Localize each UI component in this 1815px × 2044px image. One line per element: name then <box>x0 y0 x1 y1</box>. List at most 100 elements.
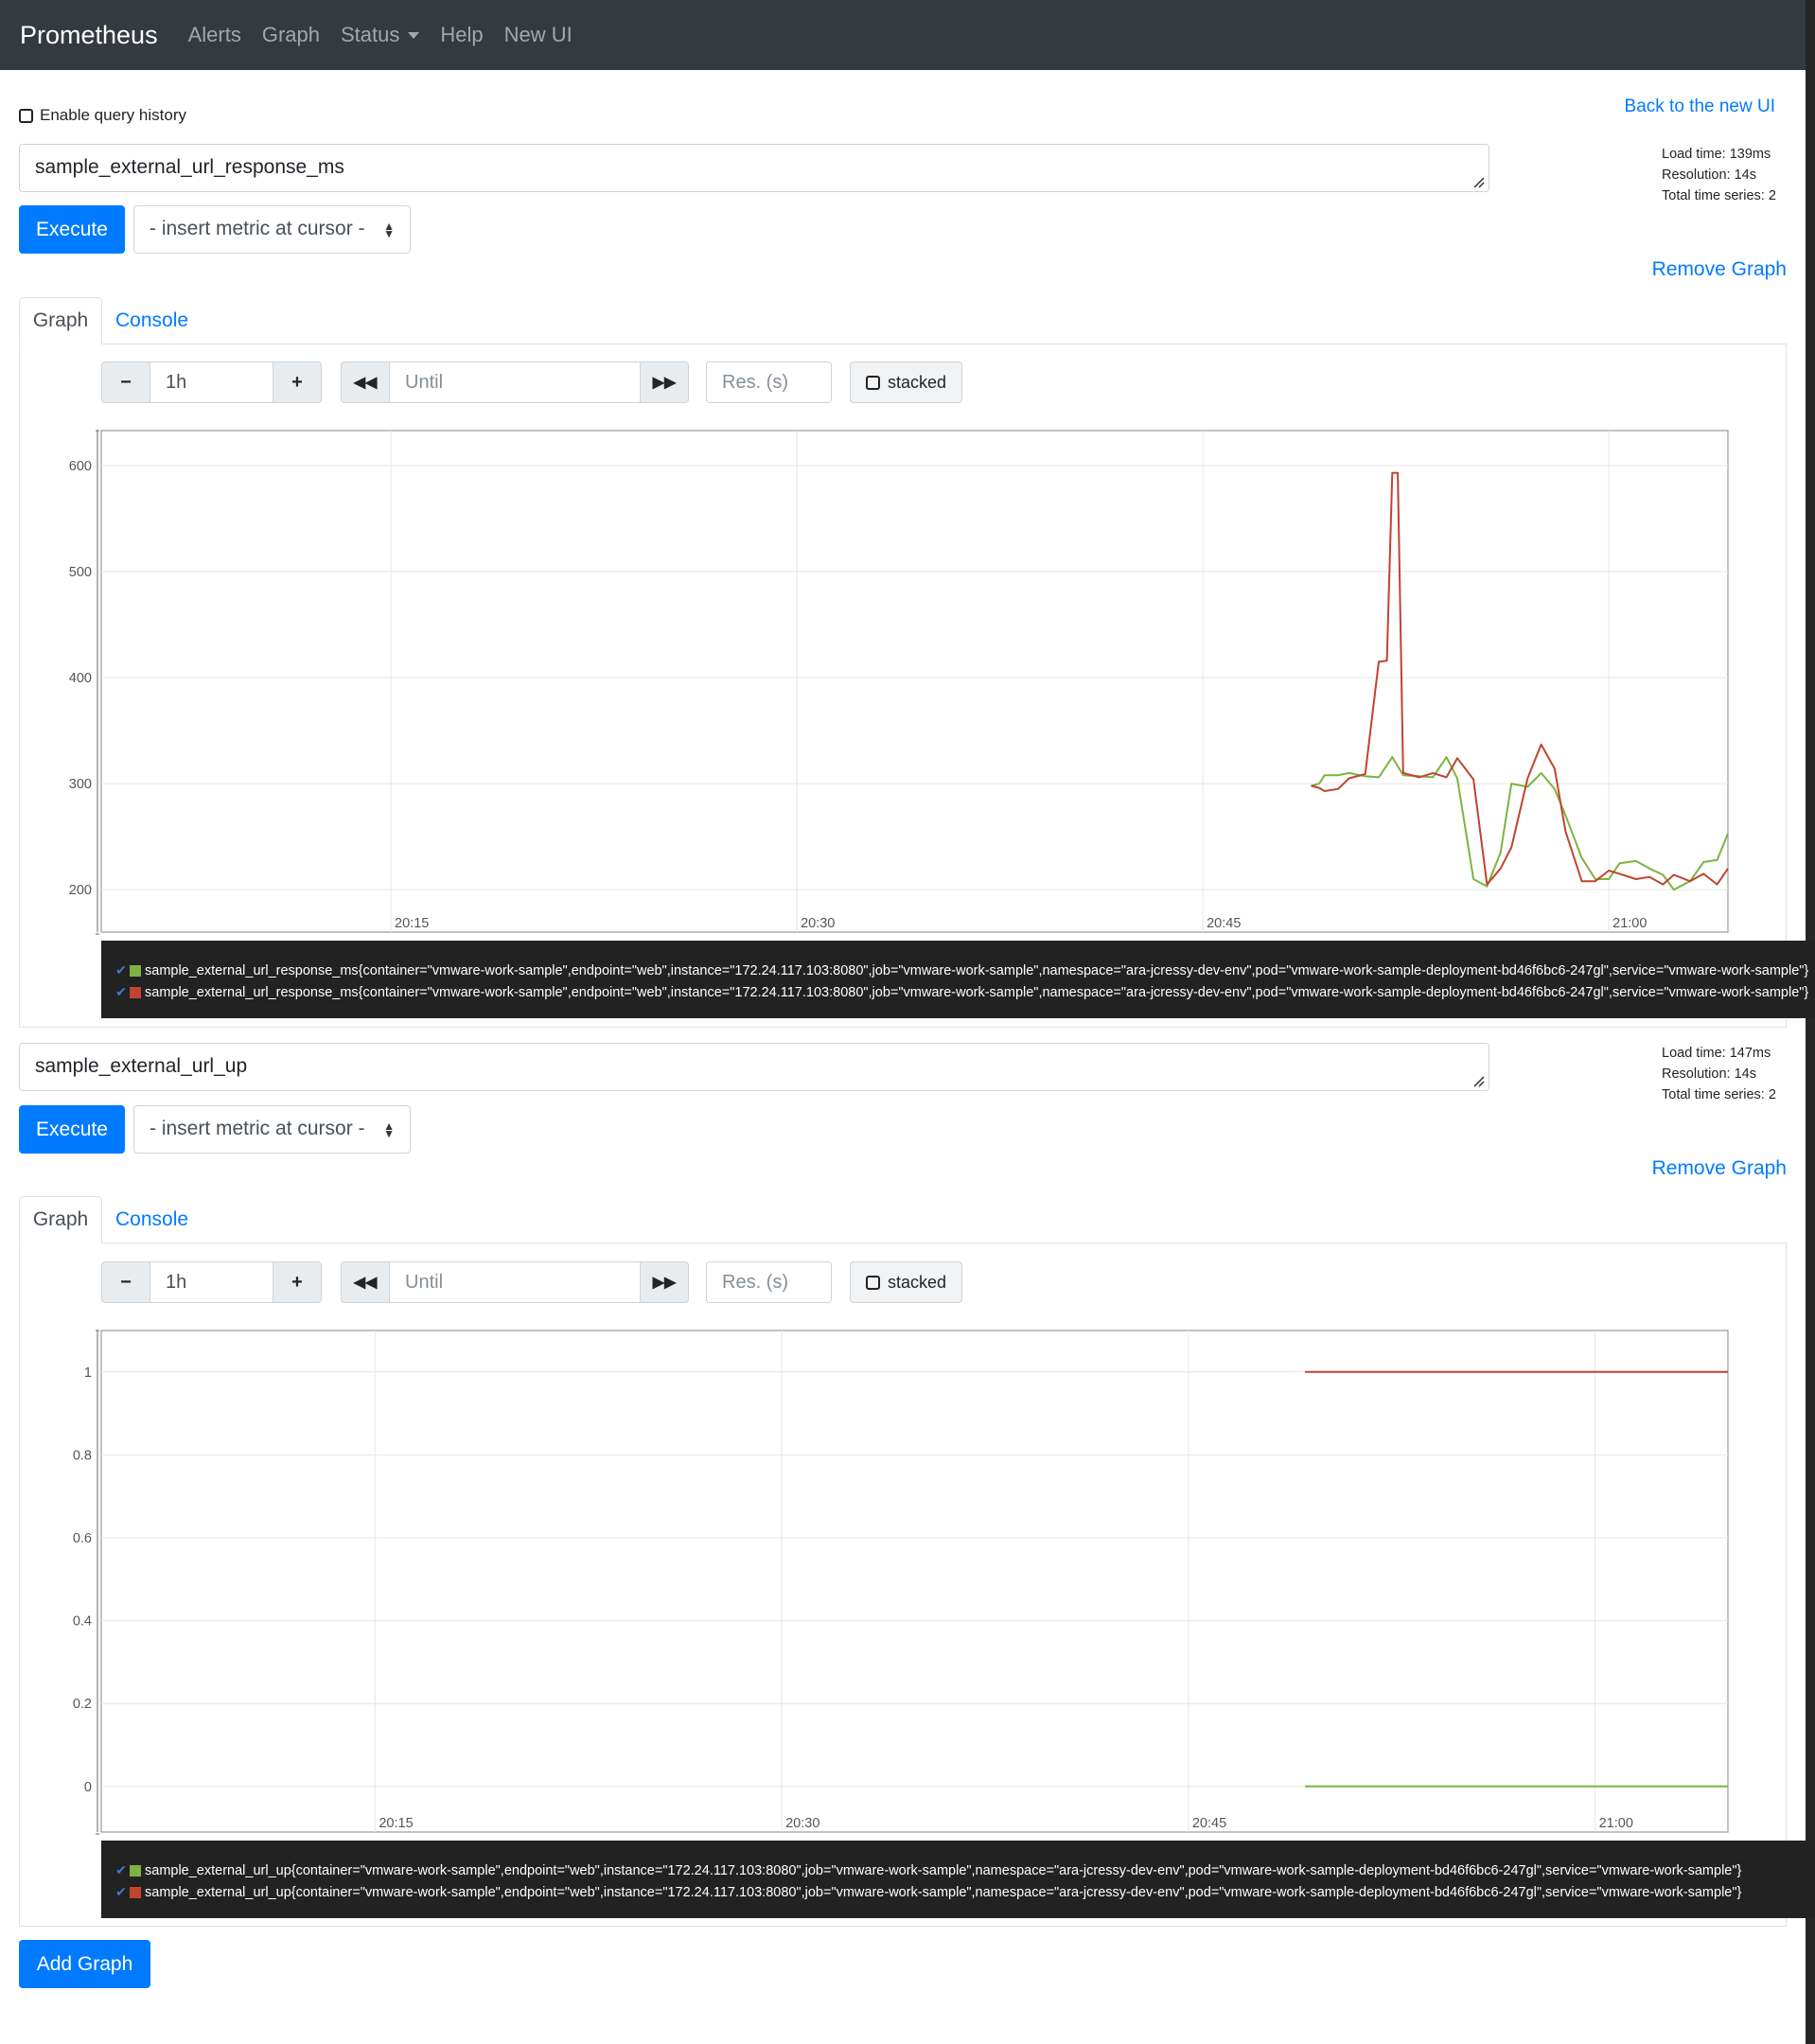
insert-metric-value: - insert metric at cursor - <box>150 1118 365 1139</box>
decrease-range-button[interactable]: − <box>101 361 150 403</box>
resolution: Resolution: 14s <box>1662 1066 1756 1082</box>
series-line-2 <box>1311 471 1729 886</box>
query-stats: Load time: 147ms Resolution: 14s Total t… <box>1662 1043 1776 1105</box>
increase-range-button[interactable]: + <box>273 361 322 403</box>
resize-handle-icon[interactable] <box>1472 176 1485 188</box>
minus-icon: − <box>120 1271 132 1293</box>
y-tick-label: 200 <box>69 883 92 898</box>
legend-item[interactable]: ✔ sample_external_url_response_ms{contain… <box>101 981 1815 1003</box>
stacked-label: stacked <box>888 1272 947 1292</box>
increase-range-button[interactable]: + <box>273 1261 322 1303</box>
load-time: Load time: 139ms <box>1662 147 1771 162</box>
execute-button[interactable]: Execute <box>19 205 125 254</box>
y-tick-label: 0.4 <box>73 1614 92 1630</box>
panel-tabs: Graph Console <box>19 1196 1787 1243</box>
chevron-down-icon <box>408 31 420 39</box>
checkmark-icon: ✔ <box>115 1884 127 1899</box>
y-tick-label: 0.2 <box>73 1697 92 1712</box>
nav-new-ui[interactable]: New UI <box>503 23 573 46</box>
until-input[interactable]: Until <box>389 1261 641 1303</box>
nav-help[interactable]: Help <box>440 23 484 46</box>
resize-handle-icon[interactable] <box>1472 1075 1485 1087</box>
y-tick-label: 400 <box>69 671 92 686</box>
panel-tabs: Graph Console <box>19 297 1787 344</box>
resolution-input[interactable]: Res. (s) <box>706 361 832 403</box>
query-history-toggle[interactable]: Enable query history <box>19 106 186 125</box>
stacked-label: stacked <box>888 372 947 392</box>
legend-item[interactable]: ✔ sample_external_url_response_ms{contain… <box>101 960 1815 981</box>
y-tick-label: 300 <box>69 777 92 792</box>
range-input[interactable]: 1h <box>150 361 273 403</box>
plot-area <box>100 430 1729 933</box>
tab-console[interactable]: Console <box>115 309 189 331</box>
window-scrollbar[interactable] <box>1806 0 1815 2044</box>
x-tick-label: 21:00 <box>1612 916 1647 931</box>
expression-value: sample_external_url_response_ms <box>35 156 344 178</box>
tab-console[interactable]: Console <box>115 1208 189 1230</box>
nav-status-label: Status <box>340 23 400 46</box>
range-input[interactable]: 1h <box>150 1261 273 1303</box>
time-forward-button[interactable]: ▶▶ <box>640 361 689 403</box>
legend-item[interactable]: ✔ sample_external_url_up{container="vmwar… <box>101 1859 1815 1881</box>
insert-metric-value: - insert metric at cursor - <box>150 218 365 239</box>
legend-label: sample_external_url_up{container="vmware… <box>145 1884 1742 1900</box>
graph-tab-body <box>19 344 1787 1028</box>
graph-legend: ✔ sample_external_url_up{container="vmwar… <box>101 1841 1815 1918</box>
plot-area <box>100 1330 1729 1833</box>
tab-graph[interactable]: Graph <box>19 1196 102 1243</box>
graph-legend: ✔ sample_external_url_response_ms{contain… <box>101 941 1815 1018</box>
url-up-chart[interactable]: 0 0.2 0.4 0.6 0.8 1 20:15 20:30 20:45 21:00 <box>0 1325 1815 1836</box>
nav-graph[interactable]: Graph <box>261 23 320 46</box>
fast-forward-icon: ▶▶ <box>652 375 677 391</box>
response-ms-chart[interactable]: 200 300 400 500 600 20:15 20:30 20:45 21:00 <box>0 426 1815 937</box>
stacked-checkbox[interactable] <box>866 375 880 390</box>
execute-button[interactable]: Execute <box>19 1105 125 1154</box>
stacked-toggle[interactable]: stacked <box>850 1261 962 1303</box>
until-input[interactable]: Until <box>389 361 641 403</box>
checkmark-icon: ✔ <box>115 984 127 999</box>
nav-status[interactable]: Status <box>340 23 420 47</box>
time-forward-button[interactable]: ▶▶ <box>640 1261 689 1303</box>
legend-label: sample_external_url_response_ms{containe… <box>145 962 1809 978</box>
x-tick-label: 20:45 <box>1207 916 1241 931</box>
minus-icon: − <box>120 371 132 393</box>
expression-value: sample_external_url_up <box>35 1055 248 1077</box>
expression-input[interactable]: sample_external_url_up <box>19 1043 1489 1091</box>
checkbox[interactable] <box>19 108 33 123</box>
graph-tab-body <box>19 1243 1787 1927</box>
decrease-range-button[interactable]: − <box>101 1261 150 1303</box>
x-tick-label: 20:30 <box>785 1816 819 1831</box>
remove-graph-link[interactable]: Remove Graph <box>1651 1157 1787 1179</box>
plus-icon: + <box>291 1271 303 1293</box>
y-tick-label: 0.8 <box>73 1448 92 1463</box>
plus-icon: + <box>291 371 303 393</box>
load-time: Load time: 147ms <box>1662 1046 1771 1061</box>
total-series: Total time series: 2 <box>1662 188 1776 203</box>
total-series: Total time series: 2 <box>1662 1087 1776 1102</box>
stacked-toggle[interactable]: stacked <box>850 361 962 403</box>
x-tick-label: 20:30 <box>801 916 835 931</box>
resolution-input[interactable]: Res. (s) <box>706 1261 832 1303</box>
series-swatch <box>130 1886 141 1898</box>
add-graph-button[interactable]: Add Graph <box>19 1940 150 1988</box>
time-back-button[interactable]: ◀◀ <box>341 361 390 403</box>
insert-metric-select[interactable]: - insert metric at cursor - ▲ ▼ <box>133 205 411 254</box>
expression-input[interactable]: sample_external_url_response_ms <box>19 144 1489 192</box>
stacked-checkbox[interactable] <box>866 1275 880 1290</box>
select-arrows-icon: ▲ ▼ <box>383 1119 395 1140</box>
x-tick-label: 20:15 <box>395 916 429 931</box>
checkmark-icon: ✔ <box>115 1862 127 1877</box>
series-swatch <box>130 986 141 998</box>
series-swatch <box>130 1864 141 1877</box>
brand-link[interactable]: Prometheus <box>20 20 158 49</box>
legend-item[interactable]: ✔ sample_external_url_up{container="vmwar… <box>101 1881 1815 1903</box>
insert-metric-select[interactable]: - insert metric at cursor - ▲ ▼ <box>133 1105 411 1154</box>
back-to-new-ui-link[interactable]: Back to the new UI <box>1624 97 1775 116</box>
time-back-button[interactable]: ◀◀ <box>341 1261 390 1303</box>
series-swatch <box>130 964 141 977</box>
nav-alerts[interactable]: Alerts <box>187 23 241 46</box>
rewind-icon: ◀◀ <box>353 375 378 391</box>
x-tick-label: 20:45 <box>1192 1816 1226 1831</box>
tab-graph[interactable]: Graph <box>19 297 102 344</box>
remove-graph-link[interactable]: Remove Graph <box>1651 258 1787 280</box>
